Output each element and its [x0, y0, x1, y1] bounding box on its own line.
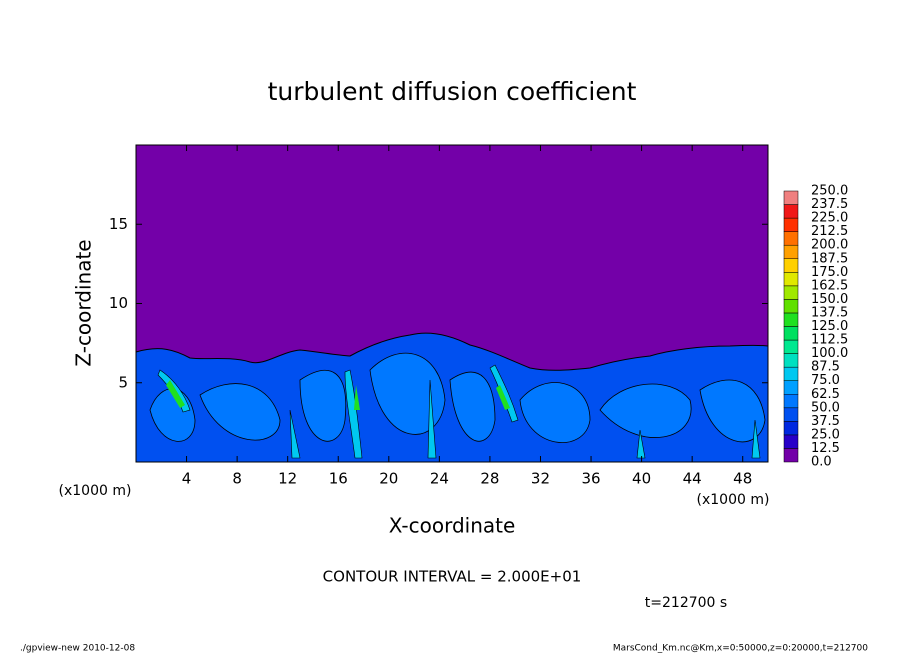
field: [135, 332, 769, 463]
colorbar-band: [783, 312, 799, 327]
colorbar-band: [783, 272, 799, 287]
colorbar-label: 250.0: [811, 184, 848, 199]
colorbar-band: [783, 380, 799, 395]
contour-interval: CONTOUR INTERVAL = 2.000E+01: [323, 568, 582, 586]
colorbar-band: [783, 190, 799, 205]
colorbar-band: [783, 366, 799, 381]
x-tick-label: 24: [430, 470, 449, 488]
colorbar-label: 112.5: [811, 333, 848, 348]
colorbar-band: [783, 407, 799, 422]
x-unit-label: (x1000 m): [59, 483, 132, 499]
colorbar-band: [783, 244, 799, 259]
x-unit-label: (x1000 m): [697, 492, 770, 508]
colorbar-band: [783, 434, 799, 449]
y-tick-label: 5: [118, 373, 128, 391]
colorbar-label: 37.5: [811, 414, 840, 429]
colorbar-label: 187.5: [811, 251, 848, 266]
colorbar-label: 0.0: [811, 455, 832, 470]
colorbar-label: 212.5: [811, 224, 848, 239]
colorbar-label: 75.0: [811, 373, 840, 388]
colorbar-label: 200.0: [811, 238, 848, 253]
colorbar-band: [783, 217, 799, 232]
colorbar-band: [783, 326, 799, 341]
colorbar-label: 62.5: [811, 387, 840, 402]
y-tick-label: 10: [109, 294, 128, 312]
colorbar-band: [783, 231, 799, 246]
colorbar-label: 162.5: [811, 278, 848, 293]
colorbar-label: 137.5: [811, 305, 848, 320]
x-tick-label: 28: [480, 470, 499, 488]
field-region: [157, 364, 761, 459]
footer-right: MarsCond_Km.nc@Km,x=0:50000,z=0:20000,t=…: [613, 644, 868, 654]
time-label: t=212700 s: [645, 595, 727, 611]
chart-title: turbulent diffusion coefficient: [268, 77, 637, 106]
y-axis-label: Z-coordinate: [72, 239, 96, 366]
colorbar-band: [783, 285, 799, 300]
x-tick-label: 36: [581, 470, 600, 488]
colorbar-band: [783, 204, 799, 219]
colorbar-label: 225.0: [811, 211, 848, 226]
colorbar-label: 175.0: [811, 265, 848, 280]
colorbar-label: 237.5: [811, 197, 848, 212]
y-tick-label: 15: [109, 215, 128, 233]
footer-left: ./gpview-new 2010-12-08: [20, 644, 135, 654]
colorbar-label: 100.0: [811, 346, 848, 361]
x-tick-label: 44: [683, 470, 702, 488]
colorbar-label: 25.0: [811, 427, 840, 442]
x-tick-label: 40: [632, 470, 651, 488]
x-tick-label: 20: [379, 470, 398, 488]
x-tick-label: 12: [278, 470, 297, 488]
field-region: [149, 352, 766, 443]
colorbar-band: [783, 421, 799, 436]
colorbar-label: 87.5: [811, 360, 840, 375]
colorbar-label: 50.0: [811, 400, 840, 415]
colorbar-band: [783, 258, 799, 273]
x-tick-label: 32: [531, 470, 550, 488]
x-axis-label: X-coordinate: [389, 514, 516, 538]
colorbar-label: 150.0: [811, 292, 848, 307]
colorbar-band: [783, 353, 799, 368]
x-tick-label: 16: [329, 470, 348, 488]
x-tick-label: 8: [232, 470, 242, 488]
colorbar-band: [783, 448, 799, 463]
colorbar-band: [783, 394, 799, 409]
colorbar-band: [783, 339, 799, 354]
colorbar-label: 125.0: [811, 319, 848, 334]
x-tick-label: 4: [182, 470, 192, 488]
colorbar-band: [783, 299, 799, 314]
x-tick-label: 48: [733, 470, 752, 488]
colorbar-label: 12.5: [811, 441, 840, 456]
